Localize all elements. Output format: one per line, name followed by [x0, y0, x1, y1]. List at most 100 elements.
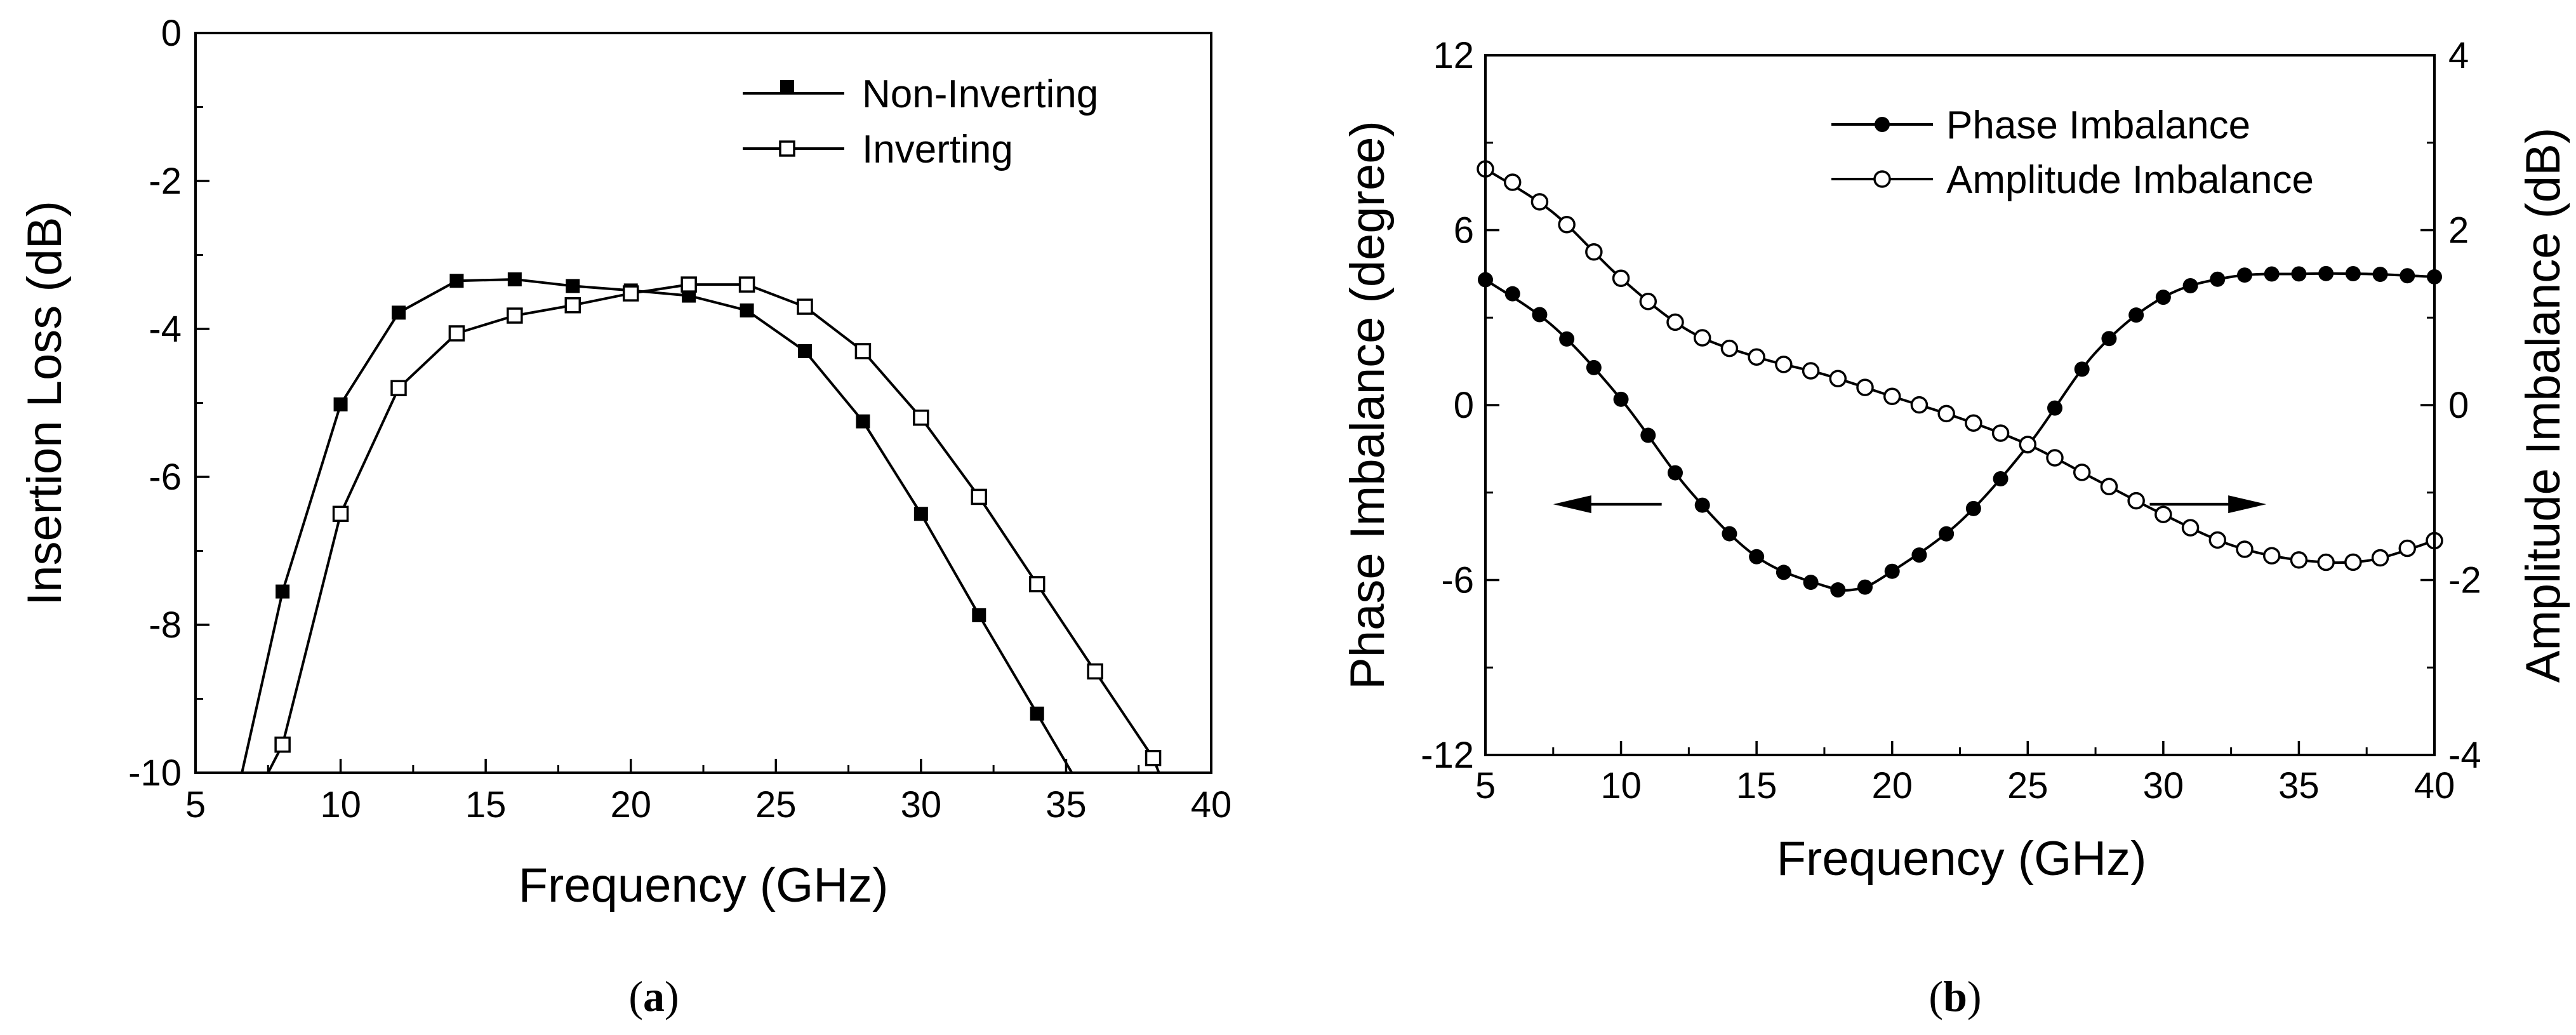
b-point-amplitude-imbalance	[2019, 436, 2037, 453]
legend-amp-label: Amplitude Imbalance	[1946, 158, 2314, 202]
chart-a-plot-frame	[194, 32, 1212, 774]
b-point-amplitude-imbalance	[1937, 404, 1955, 423]
b-ytick-label: 6	[1454, 210, 1474, 251]
b-point-phase-imbalance	[1939, 526, 1955, 542]
b-point-phase-imbalance	[2291, 266, 2307, 282]
a-ytick-label: -4	[149, 309, 182, 350]
b-point-phase-imbalance	[1803, 575, 1819, 591]
a-series-inverting-line	[267, 283, 1160, 773]
a-point-inverting	[332, 505, 349, 522]
chart-b-legend: Phase Imbalance Amplitude Imbalance	[1831, 104, 2314, 202]
b-point-amplitude-imbalance	[1829, 370, 1847, 387]
b-series-phase-imbalance-line	[1484, 272, 2435, 592]
b-point-amplitude-imbalance	[1720, 339, 1739, 357]
chart-a-ylabel: Insertion Loss (dB)	[18, 201, 72, 606]
chart-a: 5 10 15 20 25 30 35 40 -10 -8 -6 -4 -2 0 Non-Invertin…	[18, 13, 1232, 1020]
b-xtick-label: 15	[1736, 765, 1777, 806]
b-ytick-label: -12	[1421, 735, 1474, 776]
b-point-phase-imbalance	[2237, 267, 2252, 283]
b-point-amplitude-imbalance	[2371, 549, 2389, 567]
b-point-amplitude-imbalance	[1693, 329, 1711, 347]
b-point-phase-imbalance	[1884, 563, 1900, 579]
b-point-amplitude-imbalance	[1639, 293, 1657, 310]
b-point-amplitude-imbalance	[2398, 539, 2417, 558]
b-point-phase-imbalance	[2128, 307, 2144, 323]
a-point-non-inverting	[1030, 706, 1044, 721]
a-xtick-label: 20	[610, 784, 651, 825]
b-point-phase-imbalance	[2101, 331, 2117, 347]
chart-b: 5 10 15 20 25 30 35 40 -12 -6 0 6 12 -4 -2 0 2 4 Phase Im…	[1341, 35, 2570, 1020]
b-point-amplitude-imbalance	[2073, 464, 2091, 481]
caption-b-letter: b	[1943, 972, 1967, 1020]
b-point-phase-imbalance	[2400, 268, 2415, 284]
b-point-amplitude-imbalance	[1530, 193, 1549, 211]
b-point-phase-imbalance	[2155, 290, 2171, 305]
b-point-phase-imbalance	[1911, 547, 1927, 563]
a-point-inverting	[448, 325, 465, 342]
b-point-amplitude-imbalance	[1612, 269, 1630, 288]
legend-nonin-marker	[780, 80, 794, 94]
b-xtick-label: 30	[2143, 765, 2184, 806]
b-point-amplitude-imbalance	[1558, 215, 1576, 234]
a-point-non-inverting	[856, 414, 870, 429]
caption-a-letter: a	[643, 972, 665, 1020]
b-point-phase-imbalance	[1559, 331, 1575, 347]
b-point-phase-imbalance	[2372, 267, 2388, 283]
b-xtick-label: 25	[2007, 765, 2048, 806]
b-point-amplitude-imbalance	[1965, 414, 1982, 432]
chart-a-xlabel: Frequency (GHz)	[519, 858, 889, 912]
caption-a: (a)	[628, 972, 679, 1020]
b-point-amplitude-imbalance	[2181, 519, 2200, 537]
a-point-inverting	[1087, 663, 1103, 680]
a-xtick-label: 5	[185, 784, 206, 825]
a-point-non-inverting	[913, 507, 928, 521]
a-ytick-label: -6	[149, 457, 182, 498]
b-point-amplitude-imbalance	[1991, 424, 2010, 442]
b-y2tick-label: -4	[2448, 735, 2481, 776]
b-point-phase-imbalance	[1749, 549, 1765, 564]
b-point-phase-imbalance	[1722, 526, 1737, 542]
b-xtick-label: 10	[1600, 765, 1642, 806]
b-point-phase-imbalance	[2047, 400, 2062, 416]
b-point-amplitude-imbalance	[2317, 553, 2335, 571]
b-point-phase-imbalance	[2210, 271, 2226, 287]
b-ytick-label: -6	[1441, 560, 1474, 601]
a-point-non-inverting	[740, 303, 754, 317]
a-point-inverting	[681, 276, 697, 293]
a-point-non-inverting	[449, 274, 464, 288]
a-xtick-label: 40	[1191, 784, 1232, 825]
a-point-inverting	[564, 297, 581, 314]
b-point-amplitude-imbalance	[2344, 553, 2362, 571]
a-point-inverting	[274, 736, 291, 753]
b-point-amplitude-imbalance	[1910, 396, 1929, 414]
chart-a-series-layer	[241, 272, 1162, 774]
b-point-amplitude-imbalance	[2127, 491, 2145, 510]
b-point-phase-imbalance	[1993, 471, 2008, 487]
b-point-amplitude-imbalance	[1748, 348, 1765, 366]
legend-phase-label: Phase Imbalance	[1946, 104, 2250, 147]
a-point-inverting	[913, 410, 929, 426]
legend-inv-marker	[779, 140, 795, 157]
a-point-inverting	[390, 380, 407, 396]
b-y2tick-label: 4	[2448, 35, 2469, 76]
b-ytick-label: 12	[1433, 35, 1474, 76]
b-point-amplitude-imbalance	[1503, 173, 1522, 191]
a-ytick-label: -2	[149, 161, 182, 202]
a-point-inverting	[971, 488, 988, 505]
b-xtick-label: 20	[1871, 765, 1913, 806]
b-point-phase-imbalance	[2318, 265, 2334, 281]
b-point-phase-imbalance	[1532, 307, 1548, 323]
b-point-phase-imbalance	[1830, 582, 1846, 598]
chart-b-ticks: 5 10 15 20 25 30 35 40 -12 -6 0 6 12 -4 -2 0 2 4	[1421, 35, 2481, 806]
caption-b: (b)	[1929, 972, 1981, 1020]
chart-b-xlabel: Frequency (GHz)	[1777, 832, 2147, 886]
b-point-phase-imbalance	[1965, 500, 1981, 516]
a-point-non-inverting	[566, 279, 580, 293]
b-point-amplitude-imbalance	[2290, 551, 2308, 569]
a-point-non-inverting	[972, 608, 986, 622]
b-y2tick-label: -2	[2448, 560, 2481, 601]
legend-inv-label: Inverting	[862, 128, 1013, 171]
b-point-amplitude-imbalance	[2100, 477, 2118, 495]
b-point-amplitude-imbalance	[2154, 505, 2172, 523]
b-point-amplitude-imbalance	[2046, 449, 2064, 467]
